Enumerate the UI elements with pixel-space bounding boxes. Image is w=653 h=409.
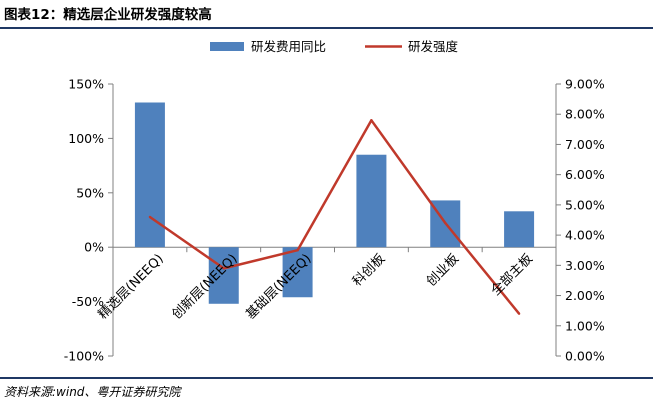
axes: -100% -50% 0% 50% 100% 150% 0.00% 1.00% 2.00% 3.0… (64, 77, 605, 364)
line-point (370, 119, 373, 122)
legend-swatch-bar (210, 42, 244, 51)
y-left-tick-label: -100% (64, 349, 104, 364)
title-divider (0, 27, 653, 29)
y-right-tick-label: 1.00% (565, 318, 605, 333)
bar (356, 154, 387, 248)
x-tick-label: 科创板 (350, 251, 388, 289)
y-right-tick-label: 8.00% (565, 107, 605, 122)
line-point (444, 221, 447, 225)
y-right-tick-label: 9.00% (565, 77, 605, 92)
y-right-tick-label: 5.00% (565, 197, 605, 212)
source-note: 资料来源:wind、粤开证券研究院 (4, 385, 181, 399)
y-left-tick-label: 50% (76, 185, 104, 200)
y-right-tick-label: 4.00% (565, 228, 605, 243)
x-tick-label: 全部主板 (488, 251, 536, 299)
y-right-tick-label: 6.00% (565, 167, 605, 182)
y-right-tick-label: 0.00% (565, 349, 605, 364)
bar (504, 211, 535, 248)
y-left-tick-label: -50% (72, 294, 104, 309)
figure-title: 图表12：精选层企业研发强度较高 (4, 7, 212, 23)
line-point (148, 215, 152, 219)
bar-series (134, 102, 535, 304)
bar (208, 247, 239, 304)
legend-label-line: 研发强度 (408, 39, 459, 54)
x-tick-label: 精选层(NEEQ) (96, 251, 167, 322)
x-tick-label: 创业板 (424, 251, 462, 289)
y-right-tick-label: 2.00% (565, 288, 605, 303)
legend: 研发费用同比 研发强度 (210, 39, 459, 54)
y-left-tick-label: 0% (84, 240, 104, 255)
x-axis-labels: 精选层(NEEQ) 创新层(NEEQ) 基础层(NEEQ) 科创板 创业板 全部主板 (96, 251, 536, 323)
y-right-tick-label: 3.00% (565, 258, 605, 273)
bar (282, 247, 313, 298)
line-point (222, 267, 225, 270)
legend-label-bar: 研发费用同比 (251, 39, 326, 54)
y-left-tick-label: 150% (68, 77, 104, 92)
bottom-divider (0, 377, 653, 379)
y-left-tick-label: 100% (68, 131, 104, 146)
line-point (296, 249, 299, 252)
line-point (517, 312, 521, 315)
line-series (148, 119, 521, 315)
line-path (149, 119, 521, 315)
y-right-tick-label: 7.00% (565, 137, 605, 152)
